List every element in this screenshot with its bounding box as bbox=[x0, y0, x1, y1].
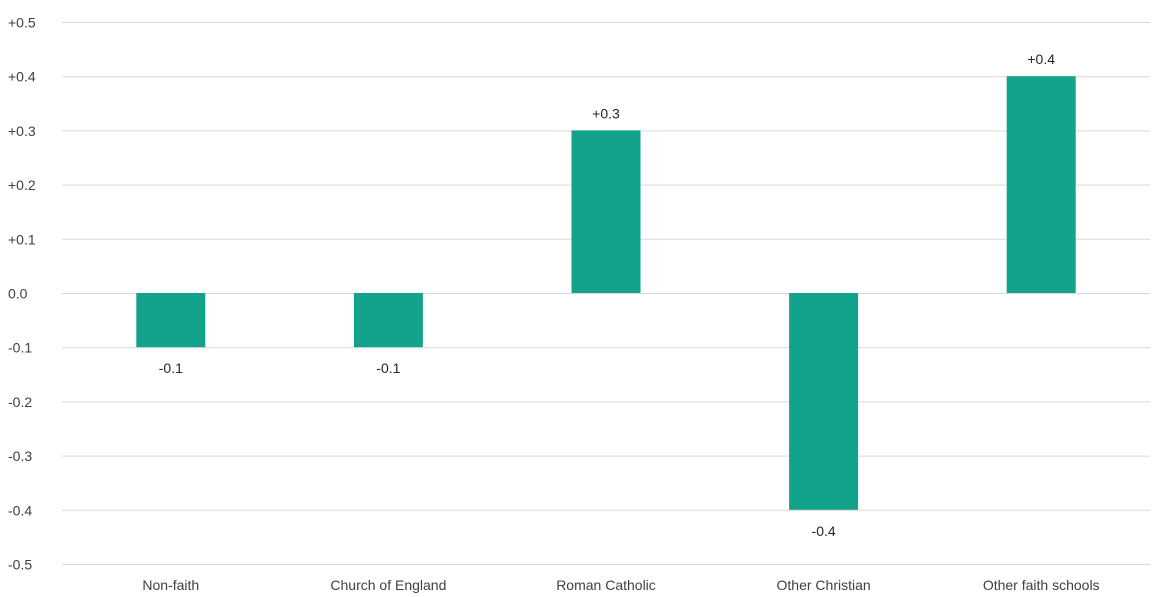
data-label: -0.4 bbox=[812, 523, 836, 539]
y-tick-label: -0.1 bbox=[8, 340, 32, 356]
data-label: +0.3 bbox=[592, 105, 620, 121]
y-tick-label: -0.3 bbox=[8, 448, 32, 464]
x-category-label: Other Christian bbox=[777, 577, 871, 593]
y-tick-label: +0.5 bbox=[8, 15, 36, 31]
x-category-label: Other faith schools bbox=[983, 577, 1100, 593]
y-tick-label: -0.4 bbox=[8, 502, 32, 518]
x-category-label: Roman Catholic bbox=[556, 577, 656, 593]
data-label: -0.1 bbox=[159, 360, 183, 376]
x-axis-category-labels: Non-faith Church of England Roman Catholic… bbox=[142, 577, 1099, 593]
data-labels: -0.1 -0.1 +0.3 -0.4 +0.4 bbox=[159, 51, 1055, 539]
x-category-label: Non-faith bbox=[142, 577, 199, 593]
x-category-label: Church of England bbox=[330, 577, 446, 593]
y-axis-tick-labels: +0.5 +0.4 +0.3 +0.2 +0.1 0.0 -0.1 -0.2 -0.3 -0.4 -… bbox=[8, 15, 36, 573]
y-tick-label: +0.4 bbox=[8, 69, 36, 85]
bar bbox=[136, 293, 206, 348]
y-tick-label: +0.2 bbox=[8, 177, 36, 193]
y-tick-label: +0.3 bbox=[8, 123, 36, 139]
y-tick-label: -0.2 bbox=[8, 394, 32, 410]
bar bbox=[1006, 76, 1076, 293]
y-tick-label: 0.0 bbox=[8, 286, 28, 302]
y-tick-label: +0.1 bbox=[8, 231, 36, 247]
y-tick-label: -0.5 bbox=[8, 557, 32, 573]
gridlines bbox=[62, 22, 1150, 565]
bars bbox=[136, 76, 1076, 510]
bar bbox=[789, 293, 859, 510]
data-label: +0.4 bbox=[1027, 51, 1055, 67]
bar bbox=[353, 293, 423, 348]
bar bbox=[571, 130, 641, 293]
data-label: -0.1 bbox=[376, 360, 400, 376]
